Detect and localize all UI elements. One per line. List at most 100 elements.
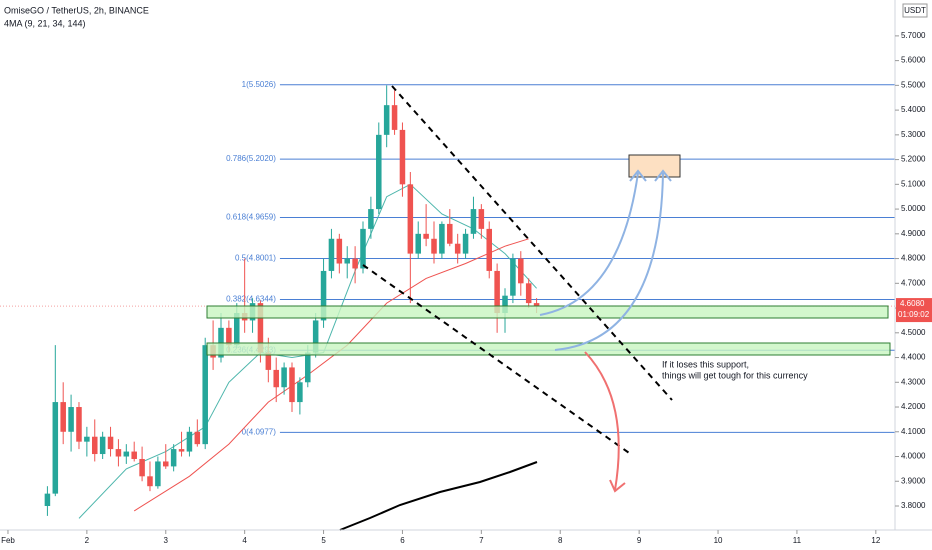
support-zone bbox=[206, 305, 889, 319]
candle-body bbox=[60, 402, 66, 432]
y-tick-label: 5.6000 bbox=[901, 56, 926, 65]
overlay: 3.8000 3.9000 4.0000 4.1000 4.2000 4.3000 4.40… bbox=[1, 31, 932, 545]
candle-body bbox=[186, 431, 193, 452]
x-tick-label: 11 bbox=[793, 536, 802, 545]
candle-body bbox=[320, 270, 327, 321]
candle-body bbox=[234, 313, 240, 346]
candle-body bbox=[533, 303, 540, 306]
x-tick-label: 12 bbox=[871, 536, 880, 545]
fib-label: 0.618(4.9659) bbox=[226, 213, 276, 222]
arrow-head bbox=[629, 169, 647, 182]
candle-body bbox=[178, 449, 185, 452]
annotation: things will get tough for this currency bbox=[662, 370, 808, 380]
last-price-tag bbox=[896, 298, 932, 323]
candle-body bbox=[399, 129, 406, 185]
candle-body bbox=[447, 223, 453, 244]
candle-body bbox=[376, 134, 382, 210]
candle-body bbox=[170, 449, 177, 467]
candle-body bbox=[470, 209, 477, 234]
candle-body bbox=[155, 461, 161, 487]
candle-body bbox=[139, 458, 145, 477]
y-tick-label: 5.4000 bbox=[901, 105, 926, 114]
candle-body bbox=[84, 436, 90, 442]
x-tick-label: Feb bbox=[1, 536, 15, 545]
arrow bbox=[554, 172, 664, 351]
candle-body bbox=[518, 258, 524, 284]
candle-body bbox=[494, 270, 500, 314]
candle-body bbox=[52, 402, 59, 494]
candle-body bbox=[360, 228, 366, 269]
y-tick-label: 5.5000 bbox=[901, 80, 926, 89]
chart-title: OmiseGO / TetherUS, 2h, BINANCE bbox=[4, 5, 149, 15]
y-tick-label: 4.8000 bbox=[901, 254, 926, 263]
candle-body bbox=[383, 105, 390, 135]
arrow bbox=[539, 172, 639, 316]
x-tick-label: 4 bbox=[242, 536, 247, 545]
y-tick-label: 4.5000 bbox=[901, 328, 926, 337]
fib-label: 0.5(4.8001) bbox=[235, 254, 276, 263]
candle-body bbox=[76, 407, 82, 442]
x-tick-label: 2 bbox=[85, 536, 90, 545]
y-tick-label: 5.0000 bbox=[901, 204, 926, 213]
candle-body bbox=[99, 436, 106, 455]
x-tick-label: 7 bbox=[479, 536, 484, 545]
y-tick-label: 4.2000 bbox=[901, 402, 926, 411]
candle-body bbox=[265, 352, 272, 370]
candle-body bbox=[44, 493, 51, 506]
candle-body bbox=[68, 407, 74, 432]
y-tick-label: 4.7000 bbox=[901, 278, 926, 287]
candle-body bbox=[462, 233, 469, 254]
candle-body bbox=[431, 238, 437, 254]
candle-body bbox=[194, 431, 201, 445]
x-tick-label: 8 bbox=[558, 536, 563, 545]
candle-body bbox=[478, 209, 485, 229]
x-tick-label: 3 bbox=[164, 536, 169, 545]
candle-body bbox=[91, 436, 98, 455]
last-price-label: 4.6080 bbox=[900, 299, 925, 308]
y-tick-label: 5.7000 bbox=[901, 31, 926, 40]
candle-body bbox=[525, 283, 532, 304]
candle-body bbox=[312, 320, 319, 353]
x-tick-label: 9 bbox=[637, 536, 642, 545]
candle-body bbox=[226, 327, 232, 346]
y-tick-label: 4.9000 bbox=[901, 229, 926, 238]
candle-body bbox=[368, 209, 374, 229]
x-tick-label: 5 bbox=[321, 536, 326, 545]
indicator-label: 4MA (9, 21, 34, 144) bbox=[4, 18, 86, 28]
candle-body bbox=[328, 238, 335, 271]
arrow bbox=[584, 351, 620, 491]
candle-body bbox=[352, 258, 358, 269]
candle-body bbox=[289, 367, 295, 403]
candle-body bbox=[344, 258, 350, 264]
candle-body bbox=[423, 233, 429, 239]
candle-body bbox=[131, 451, 137, 459]
y-tick-label: 4.3000 bbox=[901, 377, 926, 386]
y-tick-label: 3.9000 bbox=[901, 476, 926, 485]
candle-body bbox=[454, 243, 461, 254]
arrow-head bbox=[654, 169, 672, 182]
countdown-label: 01:09:02 bbox=[898, 310, 930, 319]
currency-label: USDT bbox=[904, 6, 926, 15]
fib-label: 0.786(5.2020) bbox=[226, 154, 276, 163]
y-tick-label: 4.4000 bbox=[901, 353, 926, 362]
annotation: If it loses this support, bbox=[662, 359, 749, 369]
candle-body bbox=[305, 352, 311, 383]
candle-body bbox=[257, 303, 264, 353]
candle-body bbox=[336, 238, 343, 264]
candle-body bbox=[502, 295, 508, 314]
target-box bbox=[628, 154, 681, 178]
y-tick-label: 4.1000 bbox=[901, 427, 926, 436]
y-tick-label: 5.3000 bbox=[901, 130, 926, 139]
candle-body bbox=[486, 228, 492, 271]
candle-body bbox=[415, 233, 421, 254]
y-tick-label: 5.2000 bbox=[901, 155, 926, 164]
candle-body bbox=[202, 345, 208, 445]
fib-label: 0(4.0977) bbox=[242, 427, 277, 436]
candle-body bbox=[107, 436, 114, 450]
candle-body bbox=[273, 369, 279, 388]
currency-box bbox=[902, 3, 928, 18]
candle-body bbox=[123, 451, 130, 457]
candle-body bbox=[297, 382, 303, 403]
